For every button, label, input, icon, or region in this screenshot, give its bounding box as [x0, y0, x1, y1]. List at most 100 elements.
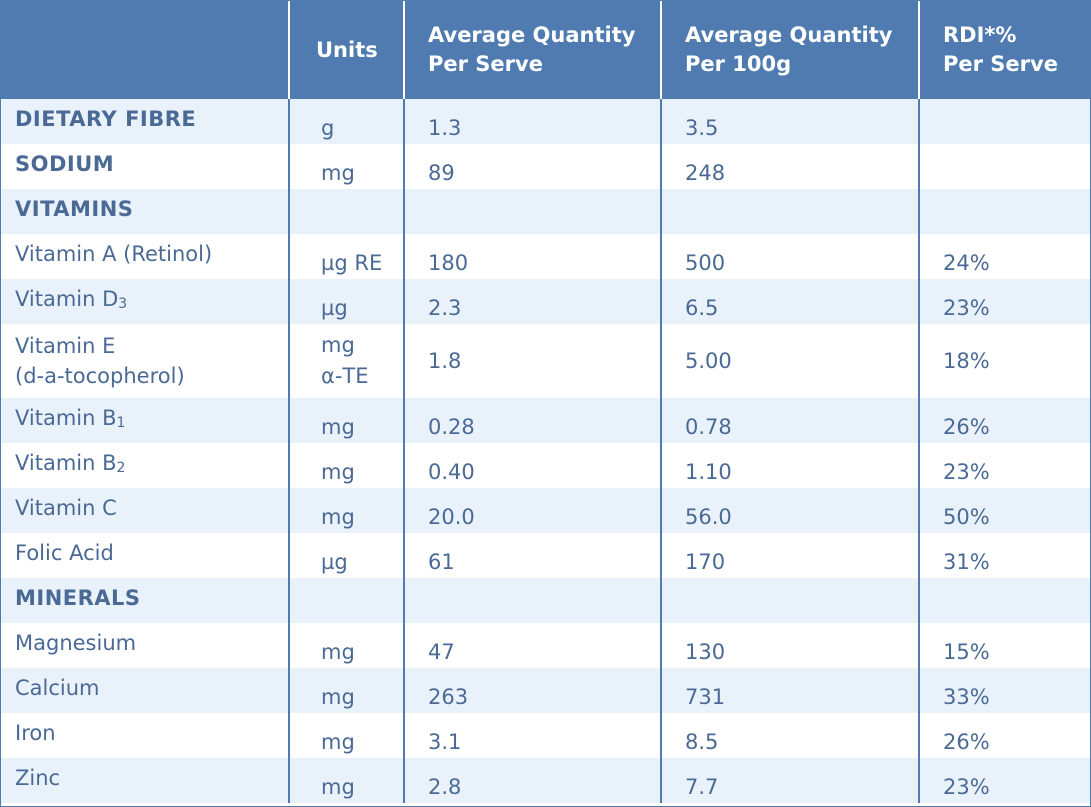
table-row-vitamin-a: Vitamin A (Retinol) µg RE 180 500 24% — [1, 234, 1090, 279]
nutrient-unit: mg — [288, 144, 404, 189]
table-row-minerals-section: MINERALS — [1, 578, 1090, 623]
nutrient-unit: mg — [288, 623, 404, 668]
table-header: Units Average Quantity Per Serve Average… — [1, 1, 1090, 99]
nutrient-unit — [288, 578, 404, 623]
avg-per-100g: 500 — [660, 234, 919, 279]
rdi-percent: 26% — [918, 398, 1090, 443]
rdi-percent — [918, 578, 1090, 623]
avg-per-serve — [403, 578, 661, 623]
avg-per-serve: 3.1 — [403, 713, 661, 758]
avg-per-serve: 47 — [403, 623, 661, 668]
section-heading-vitamins: VITAMINS — [1, 189, 289, 234]
nutrient-name: SODIUM — [1, 144, 289, 189]
nutrient-unit: mg — [288, 488, 404, 533]
avg-per-serve: 89 — [403, 144, 661, 189]
nutrient-name-subscript: 3 — [118, 296, 128, 312]
nutrient-name: Vitamin B1 — [1, 398, 289, 443]
header-avg-per-100g-line1: Average Quantity — [685, 23, 893, 47]
nutrient-unit: mg — [288, 713, 404, 758]
rdi-percent: 23% — [918, 279, 1090, 324]
rdi-percent — [918, 144, 1090, 189]
nutrient-unit-line2: α-TE — [321, 364, 369, 388]
header-units: Units — [288, 1, 404, 99]
avg-per-100g: 0.78 — [660, 398, 919, 443]
nutrient-name-text: Vitamin B — [15, 451, 117, 475]
header-blank — [1, 1, 289, 99]
table-row-folic-acid: Folic Acid µg 61 170 31% — [1, 533, 1090, 578]
nutrient-name-subscript: 2 — [116, 460, 126, 476]
table-row-iron: Iron mg 3.1 8.5 26% — [1, 713, 1090, 758]
table-row-vitamin-d3: Vitamin D3 µg 2.3 6.5 23% — [1, 279, 1090, 324]
avg-per-100g: 248 — [660, 144, 919, 189]
nutrient-name: Vitamin D3 — [1, 279, 289, 324]
rdi-percent: 26% — [918, 713, 1090, 758]
nutrient-unit — [288, 189, 404, 234]
nutrient-unit: µg — [288, 533, 404, 578]
nutrient-name: Vitamin C — [1, 488, 289, 533]
avg-per-serve: 2.8 — [403, 758, 661, 803]
avg-per-100g: 5.00 — [660, 324, 919, 398]
table-body: DIETARY FIBRE g 1.3 3.5 SODIUM mg 89 248… — [1, 99, 1090, 803]
nutrient-name: Vitamin B2 — [1, 443, 289, 488]
avg-per-serve — [403, 189, 661, 234]
avg-per-100g: 130 — [660, 623, 919, 668]
avg-per-serve: 61 — [403, 533, 661, 578]
nutrient-unit: g — [288, 99, 404, 144]
nutrient-name-text: Vitamin B — [15, 406, 117, 430]
rdi-percent: 50% — [918, 488, 1090, 533]
header-avg-per-serve-line2: Per Serve — [428, 52, 543, 76]
avg-per-serve: 0.40 — [403, 443, 661, 488]
rdi-percent: 23% — [918, 758, 1090, 803]
header-avg-per-serve-line1: Average Quantity — [428, 23, 636, 47]
section-heading-minerals: MINERALS — [1, 578, 289, 623]
header-avg-per-serve: Average Quantity Per Serve — [403, 1, 661, 99]
nutrient-name-line1: Vitamin E — [15, 334, 116, 358]
avg-per-100g: 1.10 — [660, 443, 919, 488]
nutrient-unit: mg — [288, 398, 404, 443]
nutrient-unit: mg — [288, 443, 404, 488]
avg-per-100g — [660, 578, 919, 623]
table-row-zinc: Zinc mg 2.8 7.7 23% — [1, 758, 1090, 803]
nutrient-unit: mg — [288, 758, 404, 803]
table-row-magnesium: Magnesium mg 47 130 15% — [1, 623, 1090, 668]
avg-per-serve: 1.8 — [403, 324, 661, 398]
nutrient-unit: mg — [288, 668, 404, 713]
table-row-vitamin-c: Vitamin C mg 20.0 56.0 50% — [1, 488, 1090, 533]
header-rdi: RDI*% Per Serve — [918, 1, 1090, 99]
table-row-sodium: SODIUM mg 89 248 — [1, 144, 1090, 189]
avg-per-100g — [660, 189, 919, 234]
nutrient-name: DIETARY FIBRE — [1, 99, 289, 144]
table-row-dietary-fibre: DIETARY FIBRE g 1.3 3.5 — [1, 99, 1090, 144]
avg-per-serve: 0.28 — [403, 398, 661, 443]
nutrient-unit: µg RE — [288, 234, 404, 279]
avg-per-100g: 56.0 — [660, 488, 919, 533]
rdi-percent: 15% — [918, 623, 1090, 668]
nutrient-unit: mg α-TE — [288, 324, 404, 398]
avg-per-serve: 180 — [403, 234, 661, 279]
avg-per-100g: 6.5 — [660, 279, 919, 324]
rdi-percent: 18% — [918, 324, 1090, 398]
table-row-vitamin-b1: Vitamin B1 mg 0.28 0.78 26% — [1, 398, 1090, 443]
rdi-percent: 33% — [918, 668, 1090, 713]
nutrient-name: Folic Acid — [1, 533, 289, 578]
avg-per-100g: 3.5 — [660, 99, 919, 144]
header-rdi-line1: RDI*% — [943, 23, 1017, 47]
avg-per-100g: 8.5 — [660, 713, 919, 758]
avg-per-serve: 2.3 — [403, 279, 661, 324]
header-rdi-line2: Per Serve — [943, 52, 1058, 76]
table-row-vitamins-section: VITAMINS — [1, 189, 1090, 234]
avg-per-100g: 7.7 — [660, 758, 919, 803]
nutrient-name-subscript: 1 — [116, 415, 126, 431]
avg-per-100g: 170 — [660, 533, 919, 578]
nutrient-name: Vitamin E (d-a-tocopherol) — [1, 324, 289, 398]
nutrient-name: Vitamin A (Retinol) — [1, 234, 289, 279]
avg-per-serve: 263 — [403, 668, 661, 713]
nutrient-unit-line1: mg — [321, 333, 355, 357]
nutrient-name-text: Vitamin D — [15, 287, 119, 311]
nutrient-name-line2: (d-a-tocopherol) — [15, 364, 185, 388]
rdi-percent — [918, 99, 1090, 144]
nutrient-name: Iron — [1, 713, 289, 758]
nutrient-name: Magnesium — [1, 623, 289, 668]
